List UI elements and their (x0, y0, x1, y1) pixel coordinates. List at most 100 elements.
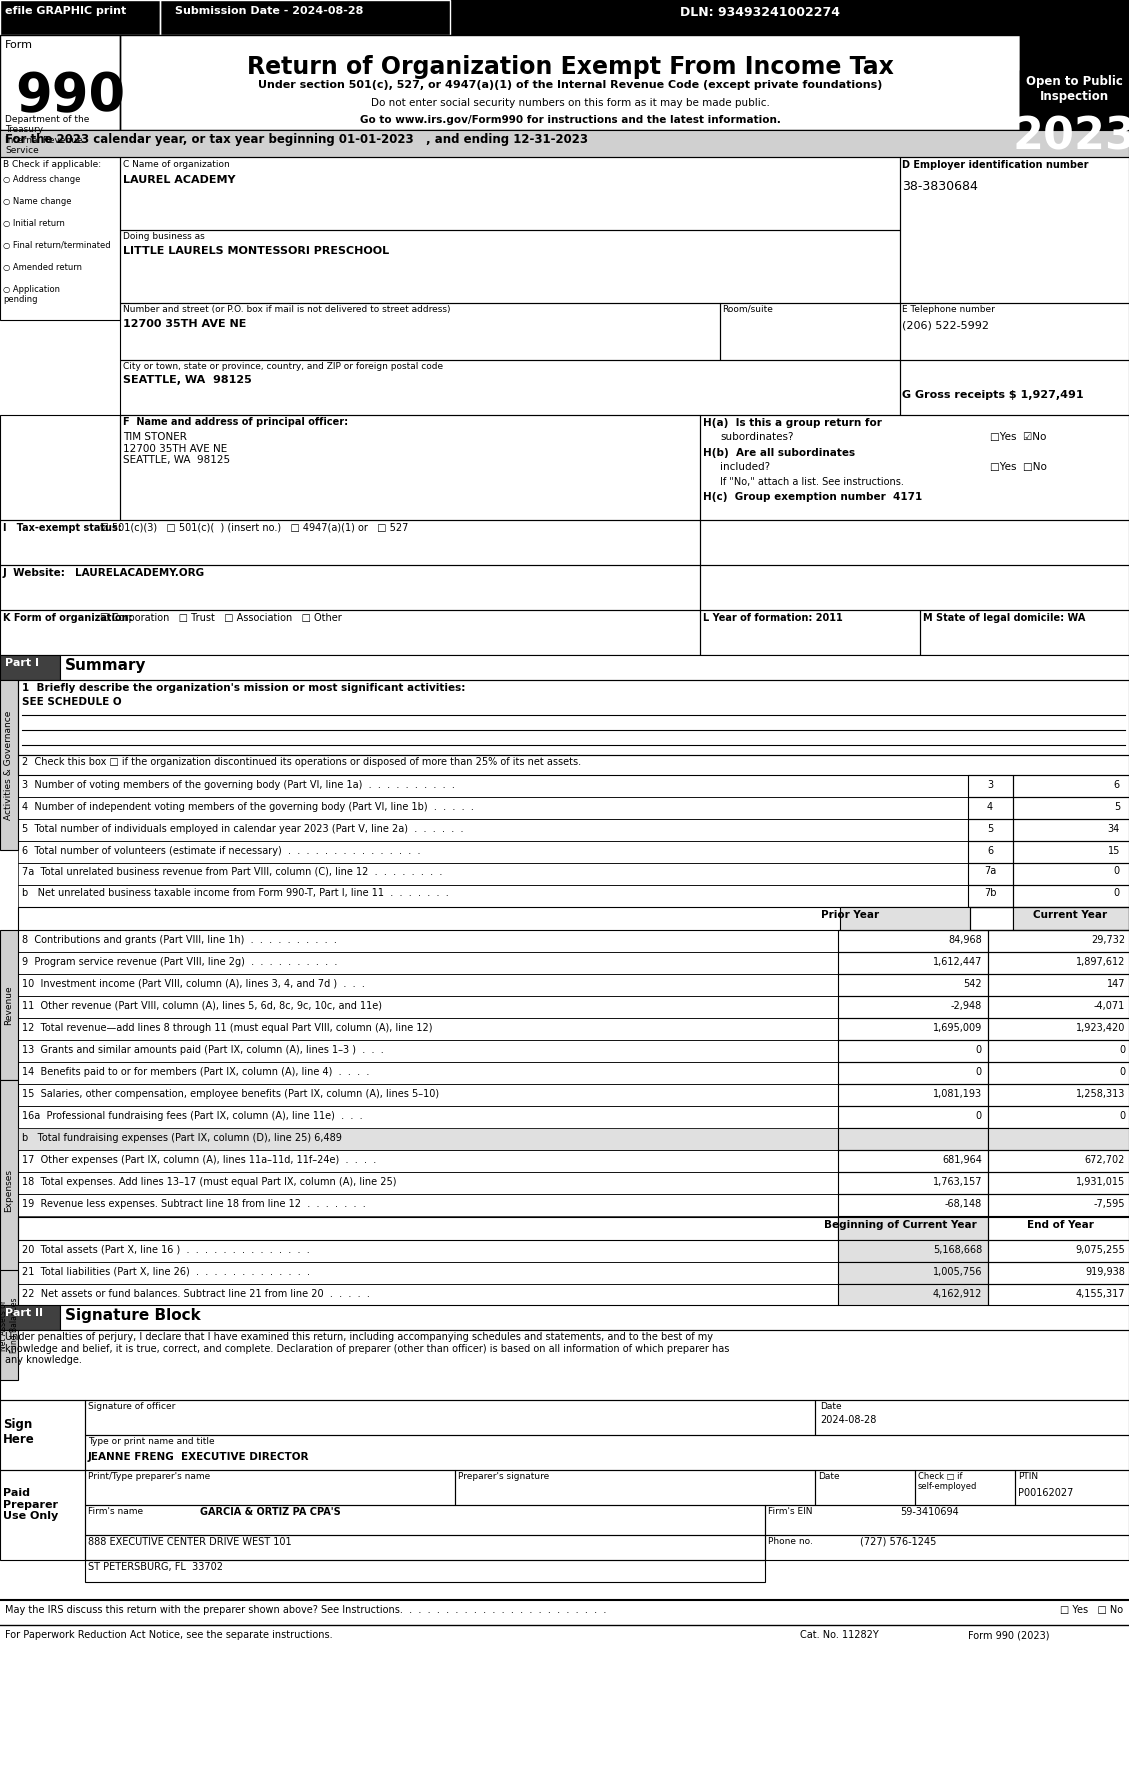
Text: (206) 522-5992: (206) 522-5992 (902, 321, 989, 330)
Bar (988, 1128, 1129, 1150)
Text: 681,964: 681,964 (942, 1155, 982, 1166)
Bar (120, 415, 700, 519)
Bar (18, 996, 838, 1017)
Bar (838, 1173, 988, 1194)
Bar (988, 1240, 1129, 1263)
Bar (815, 1469, 914, 1505)
Bar (988, 996, 1129, 1017)
Bar (18, 1017, 838, 1040)
Text: H(c)  Group exemption number  4171: H(c) Group exemption number 4171 (703, 493, 922, 502)
Bar (700, 415, 1129, 519)
Bar (840, 908, 970, 931)
Bar (968, 864, 1013, 885)
Text: ○ Initial return: ○ Initial return (3, 219, 64, 228)
Bar (1013, 864, 1129, 885)
Text: Submission Date - 2024-08-28: Submission Date - 2024-08-28 (175, 5, 364, 16)
Text: F  Name and address of principal officer:: F Name and address of principal officer: (123, 417, 348, 427)
Text: Preparer's signature: Preparer's signature (458, 1473, 549, 1482)
Text: 16a  Professional fundraising fees (Part IX, column (A), line 11e)  .  .  .: 16a Professional fundraising fees (Part … (21, 1111, 362, 1121)
Text: 888 EXECUTIVE CENTER DRIVE WEST 101: 888 EXECUTIVE CENTER DRIVE WEST 101 (88, 1536, 291, 1547)
Bar (18, 1084, 838, 1106)
Bar (85, 1469, 455, 1505)
Bar (18, 1128, 838, 1150)
Text: 1,931,015: 1,931,015 (1076, 1176, 1124, 1187)
Text: 34: 34 (1108, 825, 1120, 834)
Text: 0: 0 (1114, 888, 1120, 897)
Text: 0: 0 (1119, 1045, 1124, 1054)
Bar (765, 1505, 1129, 1535)
Text: 6: 6 (1114, 781, 1120, 789)
Text: J  Website:: J Website: (3, 569, 65, 577)
Text: 1,923,420: 1,923,420 (1076, 1023, 1124, 1033)
Bar (968, 775, 1013, 796)
Text: b   Net unrelated business taxable income from Form 990-T, Part I, line 11  .  .: b Net unrelated business taxable income … (21, 888, 448, 897)
Text: Current Year: Current Year (1033, 909, 1108, 920)
Text: Form 990 (2023): Form 990 (2023) (969, 1630, 1050, 1641)
Bar (838, 996, 988, 1017)
Text: Department of the
Treasury
Internal Revenue
Service: Department of the Treasury Internal Reve… (5, 115, 89, 155)
Bar (18, 680, 1129, 756)
Text: Date: Date (819, 1473, 840, 1482)
Bar (970, 908, 1129, 931)
Bar (455, 1469, 815, 1505)
Bar (988, 975, 1129, 996)
Bar (900, 304, 1129, 360)
Bar (0, 157, 120, 320)
Text: 1,081,193: 1,081,193 (933, 1090, 982, 1098)
Text: 7b: 7b (983, 888, 996, 897)
Text: 84,968: 84,968 (948, 934, 982, 945)
Bar (85, 1535, 765, 1559)
Text: 18  Total expenses. Add lines 13–17 (must equal Part IX, column (A), line 25): 18 Total expenses. Add lines 13–17 (must… (21, 1176, 396, 1187)
Bar (988, 1061, 1129, 1084)
Text: Form: Form (5, 41, 33, 49)
Bar (988, 1217, 1129, 1240)
Text: Print/Type preparer's name: Print/Type preparer's name (88, 1473, 210, 1482)
Bar (0, 609, 700, 655)
Text: 4,162,912: 4,162,912 (933, 1289, 982, 1300)
Text: GARCIA & ORTIZ PA CPA'S: GARCIA & ORTIZ PA CPA'S (200, 1506, 341, 1517)
Text: Summary: Summary (65, 659, 147, 673)
Text: 4: 4 (987, 802, 994, 812)
Text: 17  Other expenses (Part IX, column (A), lines 11a–11d, 11f–24e)  .  .  .  .: 17 Other expenses (Part IX, column (A), … (21, 1155, 376, 1166)
Bar (988, 1263, 1129, 1284)
Text: 29,732: 29,732 (1091, 934, 1124, 945)
Text: Number and street (or P.O. box if mail is not delivered to street address): Number and street (or P.O. box if mail i… (123, 306, 450, 314)
Bar (60, 1305, 1129, 1330)
Text: 0: 0 (975, 1045, 982, 1054)
Bar (988, 1040, 1129, 1061)
Bar (968, 885, 1013, 908)
Text: Part II: Part II (5, 1309, 43, 1317)
Bar (815, 1400, 1129, 1436)
Bar (838, 1128, 988, 1150)
Bar (838, 1284, 988, 1307)
Bar (700, 519, 1129, 565)
Text: 2024-08-28: 2024-08-28 (820, 1415, 876, 1425)
Bar (1015, 1469, 1129, 1505)
Bar (160, 0, 450, 35)
Text: Firm's name: Firm's name (88, 1506, 143, 1515)
Text: 2  Check this box □ if the organization discontinued its operations or disposed : 2 Check this box □ if the organization d… (21, 758, 581, 766)
Text: L Year of formation: 2011: L Year of formation: 2011 (703, 613, 842, 623)
Text: D Employer identification number: D Employer identification number (902, 161, 1088, 170)
Text: Date: Date (820, 1402, 841, 1411)
Text: E Telephone number: E Telephone number (902, 306, 995, 314)
Bar (18, 1263, 838, 1284)
Text: TIM STONER
12700 35TH AVE NE
SEATTLE, WA  98125: TIM STONER 12700 35TH AVE NE SEATTLE, WA… (123, 433, 230, 464)
Text: 4,155,317: 4,155,317 (1076, 1289, 1124, 1300)
Bar (0, 1270, 18, 1379)
Text: (727) 576-1245: (727) 576-1245 (860, 1536, 936, 1547)
Bar (0, 931, 18, 1081)
Text: Phone no.: Phone no. (768, 1536, 813, 1545)
Bar (18, 1150, 838, 1173)
Text: 15: 15 (1108, 846, 1120, 857)
Text: 13  Grants and similar amounts paid (Part IX, column (A), lines 1–3 )  .  .  .: 13 Grants and similar amounts paid (Part… (21, 1045, 384, 1054)
Text: May the IRS discuss this return with the preparer shown above? See Instructions.: May the IRS discuss this return with the… (5, 1605, 606, 1614)
Text: 15  Salaries, other compensation, employee benefits (Part IX, column (A), lines : 15 Salaries, other compensation, employe… (21, 1090, 439, 1098)
Text: Doing business as: Doing business as (123, 231, 204, 240)
Bar (838, 1240, 988, 1263)
Text: -2,948: -2,948 (951, 1001, 982, 1010)
Text: OMB No. 1545-0047: OMB No. 1545-0047 (1022, 42, 1120, 51)
Bar (968, 908, 1129, 931)
Text: PTIN: PTIN (1018, 1473, 1039, 1482)
Bar (1013, 885, 1129, 908)
